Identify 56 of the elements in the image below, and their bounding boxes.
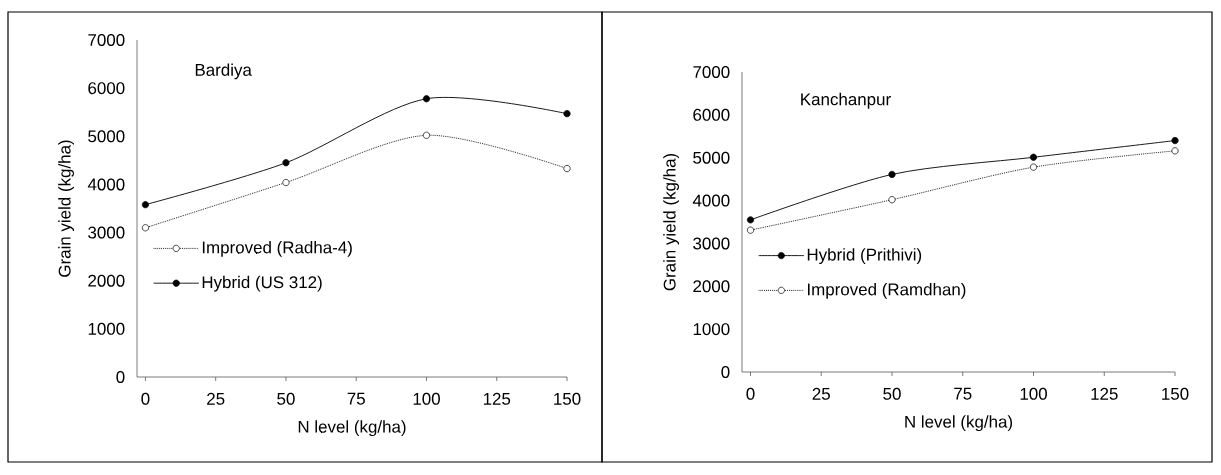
y-tick-label: 7000 <box>693 66 730 78</box>
text: Kanchanpur <box>801 92 891 109</box>
x-tick-label: 0 <box>141 392 150 405</box>
y-tick-label: 3000 <box>88 226 125 239</box>
x-tick-label: 100 <box>413 392 440 405</box>
legend-label: Improved (Ramdhan) <box>808 283 966 299</box>
x-tick-label: 75 <box>954 387 972 400</box>
point <box>282 159 290 167</box>
text: Bardiya <box>195 63 252 80</box>
x-tick-label: 50 <box>883 387 901 400</box>
y-tick-label: 2000 <box>88 274 125 287</box>
y-tick-label: 3000 <box>693 237 730 250</box>
x-axis-title: N level (kg/ha) <box>298 420 406 437</box>
y-tick-label: 2000 <box>693 280 730 293</box>
x-tick-label: 50 <box>277 392 295 405</box>
y-tick-label: 6000 <box>88 82 125 95</box>
y-tick-label: 4000 <box>692 194 730 207</box>
point <box>1171 137 1179 145</box>
legend-label: Hybrid (Prithivi) <box>807 248 922 264</box>
y-tick-label: 7000 <box>88 34 125 46</box>
x-tick-label: 25 <box>812 387 830 400</box>
y-tick-label: 6000 <box>693 108 730 121</box>
y-tick-label: 1000 <box>88 322 125 335</box>
x-tick-label: 125 <box>483 392 511 405</box>
x-tick-label: 125 <box>1091 387 1118 400</box>
x-axis-title: N level (kg/ha) <box>905 415 1013 432</box>
point <box>746 226 755 234</box>
x-tick-label: 100 <box>1020 387 1047 400</box>
y-tick-label: 5000 <box>88 130 125 143</box>
y-axis-title: Grain yield (kg/ha) <box>663 153 679 291</box>
point <box>282 178 290 187</box>
x-tick-label: 150 <box>554 392 581 405</box>
x-tick-label: 75 <box>347 392 365 405</box>
point <box>141 201 149 209</box>
y-tick-label: 4000 <box>87 178 125 191</box>
legend-label: Hybrid (US 312) <box>202 275 322 292</box>
legend-label: Improved (Radha-4) <box>202 240 352 257</box>
x-tick-label: 150 <box>1162 387 1189 400</box>
point <box>141 224 149 232</box>
point <box>422 95 431 103</box>
y-tick-label: 0 <box>721 366 730 378</box>
x-tick-label: 25 <box>207 392 225 405</box>
point <box>888 170 896 178</box>
point <box>1029 163 1038 171</box>
point <box>563 164 571 173</box>
point <box>422 131 431 139</box>
point <box>888 196 896 204</box>
y-tick-label: 5000 <box>693 151 730 164</box>
x-tick-label: 0 <box>746 387 755 400</box>
point <box>563 110 571 118</box>
y-tick-label: 1000 <box>693 323 730 336</box>
point <box>1171 147 1179 155</box>
point <box>1029 153 1038 161</box>
y-tick-label: 0 <box>116 371 125 383</box>
point <box>746 216 755 224</box>
y-axis-title: Grain yield (kg/ha) <box>58 140 74 277</box>
